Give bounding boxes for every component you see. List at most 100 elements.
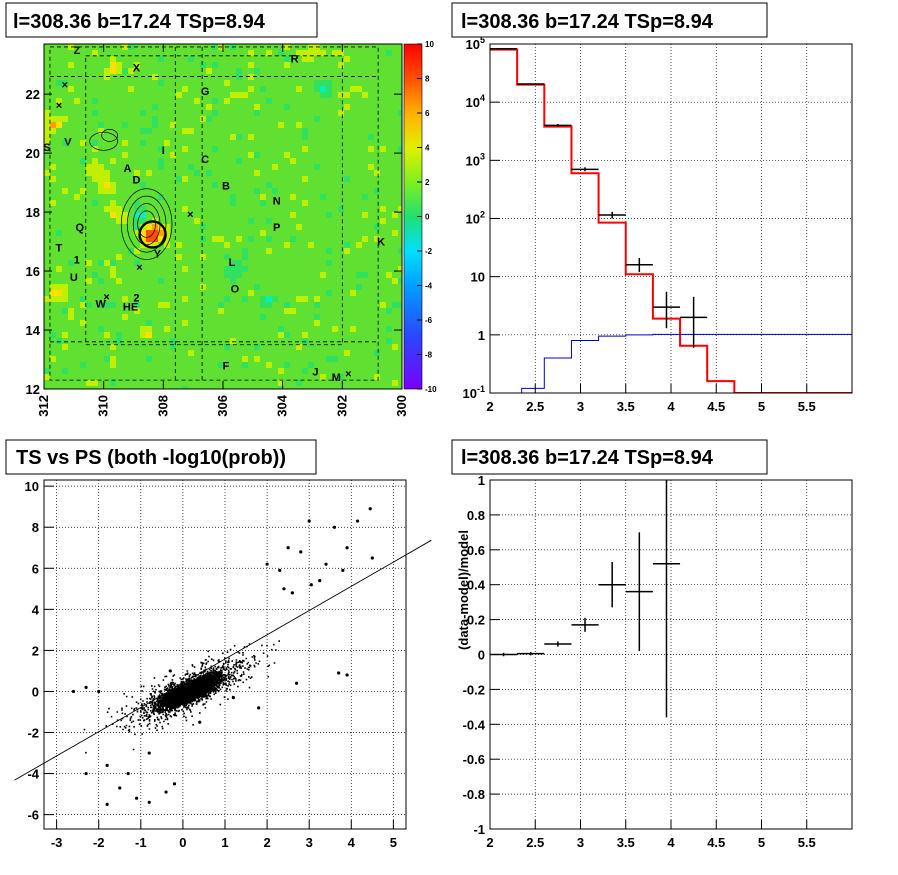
heatmap-cell xyxy=(338,368,345,375)
heatmap-cell xyxy=(152,104,159,111)
heatmap-cell xyxy=(296,266,303,273)
heatmap-cell xyxy=(272,194,279,201)
heatmap-cell xyxy=(368,230,375,237)
heatmap-cell xyxy=(344,62,351,69)
heatmap-cell xyxy=(272,308,279,315)
heatmap-cell xyxy=(326,236,333,243)
heatmap-cell xyxy=(368,122,375,129)
heatmap-cell xyxy=(362,152,369,159)
heatmap-cell xyxy=(350,230,357,237)
heatmap-cell xyxy=(242,356,249,363)
heatmap-cell xyxy=(320,146,327,153)
heatmap-cell xyxy=(212,212,219,219)
heatmap-cell xyxy=(284,350,291,357)
y-tick-label: 10 xyxy=(25,479,39,494)
heatmap-cell xyxy=(170,140,177,147)
heatmap-cell xyxy=(212,98,219,105)
heatmap-cell xyxy=(338,116,345,123)
heatmap-cell xyxy=(50,176,57,183)
heatmap-cell xyxy=(308,152,315,159)
heatmap-cell xyxy=(206,254,213,261)
heatmap-cell xyxy=(338,338,345,345)
heatmap-cell xyxy=(248,182,255,189)
heatmap-cell xyxy=(356,350,363,357)
heatmap-cell xyxy=(62,320,69,327)
heatmap-cell xyxy=(104,386,111,389)
heatmap-cell xyxy=(248,284,255,291)
heatmap-cell xyxy=(134,332,141,339)
heatmap-cell xyxy=(308,314,315,321)
heatmap-cell xyxy=(122,110,129,117)
heatmap-cell xyxy=(206,260,213,267)
heatmap-cell xyxy=(230,314,237,321)
heatmap-cell xyxy=(398,62,402,69)
heatmap-cell xyxy=(206,224,213,231)
heatmap-cell xyxy=(182,254,189,261)
heatmap-cell xyxy=(104,272,111,279)
heatmap-cell xyxy=(158,182,165,189)
heatmap-cell xyxy=(350,356,357,363)
heatmap-cell xyxy=(176,158,183,165)
heatmap-cell xyxy=(392,68,399,75)
heatmap-cell xyxy=(188,224,195,231)
heatmap-cell xyxy=(236,230,243,237)
heatmap-cell xyxy=(176,110,183,117)
heatmap-cell xyxy=(242,104,249,111)
heatmap-cell xyxy=(302,368,309,375)
heatmap-cell xyxy=(170,158,177,165)
heatmap-cell xyxy=(116,218,123,225)
heatmap-cell xyxy=(362,170,369,177)
heatmap-cell xyxy=(212,218,219,225)
heatmap-cell xyxy=(272,140,279,147)
heatmap-cell xyxy=(50,368,57,375)
heatmap-cell xyxy=(188,278,195,285)
heatmap-cell xyxy=(110,242,117,249)
heatmap-cell xyxy=(110,50,117,57)
heatmap-cell xyxy=(98,320,105,327)
heatmap-cell xyxy=(392,374,399,381)
heatmap-cell xyxy=(332,200,339,207)
heatmap-cell xyxy=(86,92,93,99)
heatmap-cell xyxy=(302,80,309,87)
heatmap-cell xyxy=(320,86,327,93)
heatmap-cell xyxy=(230,266,237,273)
heatmap-cell xyxy=(368,206,375,213)
heatmap-cell xyxy=(56,158,63,165)
heatmap-cell xyxy=(86,308,93,315)
heatmap-cell xyxy=(86,128,93,135)
heatmap-cell xyxy=(116,248,123,255)
heatmap-cell xyxy=(290,200,297,207)
heatmap-cell xyxy=(380,230,387,237)
heatmap-cell xyxy=(308,320,315,327)
heatmap-cell xyxy=(104,218,111,225)
heatmap-cell xyxy=(224,338,231,345)
heatmap-cell xyxy=(110,140,117,147)
heatmap-cell xyxy=(200,266,207,273)
scatter-point xyxy=(309,583,313,587)
heatmap-cell xyxy=(92,296,99,303)
heatmap-cell xyxy=(68,254,75,261)
heatmap-cell xyxy=(362,242,369,249)
heatmap-cell xyxy=(278,272,285,279)
scatter-point xyxy=(318,578,322,583)
heatmap-cell xyxy=(212,56,219,63)
heatmap-cell xyxy=(62,194,69,201)
heatmap-cell xyxy=(230,284,237,291)
heatmap-cell xyxy=(182,290,189,297)
heatmap-cell xyxy=(326,272,333,279)
heatmap-cell xyxy=(206,296,213,303)
heatmap-cell xyxy=(314,260,321,267)
heatmap-cell xyxy=(356,62,363,69)
heatmap-cell xyxy=(278,350,285,357)
heatmap-cell xyxy=(98,290,105,297)
heatmap-cell xyxy=(296,146,303,153)
heatmap-cell xyxy=(56,260,63,267)
heatmap-cell xyxy=(206,110,213,117)
heatmap-cell xyxy=(236,290,243,297)
heatmap-cell xyxy=(380,188,387,195)
heatmap-cell xyxy=(218,134,225,141)
heatmap-cell xyxy=(116,296,123,303)
heatmap-cell xyxy=(350,128,357,135)
heatmap-cell xyxy=(110,56,117,63)
heatmap-cell xyxy=(80,170,87,177)
